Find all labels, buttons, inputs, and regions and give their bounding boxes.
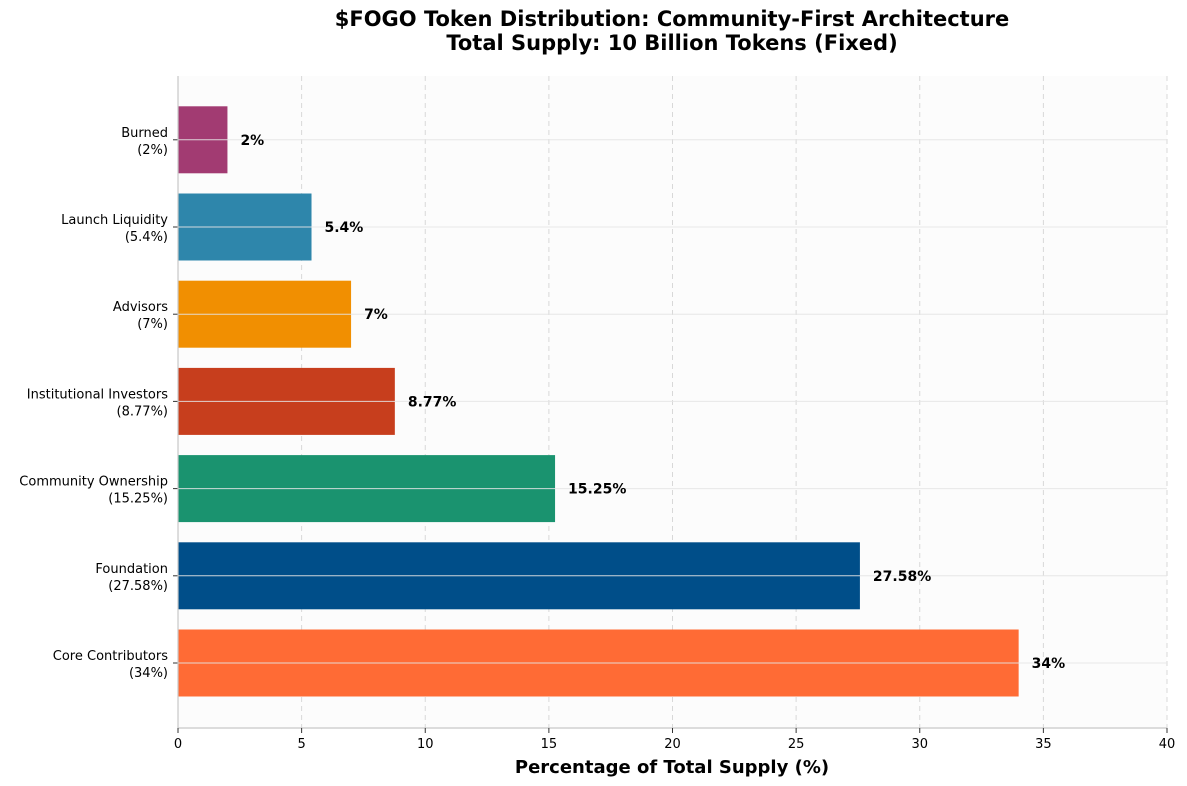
y-tick-label-burned: Burned bbox=[121, 126, 168, 141]
y-tick-pct-foundation: (27.58%) bbox=[108, 579, 168, 594]
data-label-launch-liquidity: 5.4% bbox=[325, 220, 364, 236]
y-tick-pct-advisors: (7%) bbox=[137, 317, 168, 332]
data-label-advisors: 7% bbox=[364, 307, 388, 323]
chart-title-line2: Total Supply: 10 Billion Tokens (Fixed) bbox=[446, 31, 897, 55]
x-tick-label: 15 bbox=[541, 737, 558, 752]
chart-title-line1: $FOGO Token Distribution: Community-Firs… bbox=[335, 7, 1010, 31]
x-tick-label: 10 bbox=[417, 737, 434, 752]
x-tick-label: 25 bbox=[788, 737, 805, 752]
data-label-core-contributors: 34% bbox=[1032, 656, 1066, 672]
data-label-burned: 2% bbox=[240, 133, 264, 149]
y-tick-pct-burned: (2%) bbox=[137, 143, 168, 158]
x-tick-label: 30 bbox=[911, 737, 928, 752]
y-tick-label-core-contributors: Core Contributors bbox=[53, 649, 168, 664]
y-tick-pct-community-ownership: (15.25%) bbox=[108, 492, 168, 507]
x-tick-label: 20 bbox=[664, 737, 681, 752]
x-tick-label: 5 bbox=[297, 737, 305, 752]
y-tick-pct-core-contributors: (34%) bbox=[129, 666, 168, 681]
y-tick-label-institutional-investors: Institutional Investors bbox=[27, 387, 168, 402]
data-label-community-ownership: 15.25% bbox=[568, 482, 626, 498]
data-label-institutional-investors: 8.77% bbox=[408, 394, 457, 410]
x-axis-label: Percentage of Total Supply (%) bbox=[515, 757, 829, 778]
y-tick-label-launch-liquidity: Launch Liquidity bbox=[61, 213, 168, 228]
y-tick-label-advisors: Advisors bbox=[113, 300, 168, 315]
y-tick-label-community-ownership: Community Ownership bbox=[19, 475, 168, 490]
data-label-foundation: 27.58% bbox=[873, 569, 931, 585]
y-tick-label-foundation: Foundation bbox=[95, 562, 168, 577]
x-tick-label: 0 bbox=[174, 737, 182, 752]
y-tick-pct-institutional-investors: (8.77%) bbox=[117, 404, 168, 419]
x-tick-label: 35 bbox=[1035, 737, 1052, 752]
x-tick-label: 40 bbox=[1159, 737, 1176, 752]
y-tick-pct-launch-liquidity: (5.4%) bbox=[125, 230, 168, 245]
